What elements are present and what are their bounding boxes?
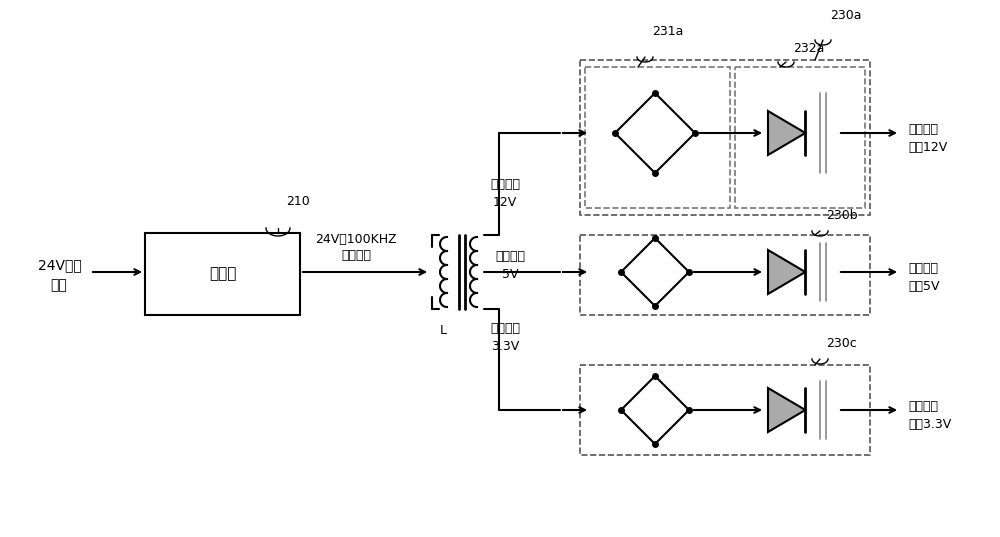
- Text: 5V: 5V: [502, 268, 518, 281]
- Text: 231a: 231a: [652, 25, 683, 38]
- Text: 230c: 230c: [826, 337, 857, 350]
- Text: 电压: 电压: [50, 278, 67, 292]
- Text: 振荡器: 振荡器: [209, 266, 236, 281]
- Polygon shape: [768, 388, 805, 432]
- Bar: [585, 67, 730, 208]
- Text: 电压12V: 电压12V: [908, 141, 947, 154]
- Text: 隔离直流: 隔离直流: [908, 400, 938, 413]
- Text: 12V: 12V: [493, 196, 517, 209]
- Text: L: L: [440, 324, 446, 337]
- Text: 230a: 230a: [830, 9, 862, 22]
- Polygon shape: [768, 111, 805, 155]
- Text: 232a: 232a: [793, 42, 824, 55]
- Text: 交流电压: 交流电压: [341, 249, 371, 262]
- Bar: [145, 233, 300, 315]
- Text: 3.3V: 3.3V: [491, 340, 519, 353]
- Text: 隔离直流: 隔离直流: [908, 262, 938, 275]
- Bar: [735, 67, 865, 208]
- Text: 隔离直流: 隔离直流: [908, 123, 938, 136]
- Text: 交流电压: 交流电压: [495, 250, 525, 263]
- Polygon shape: [768, 250, 805, 294]
- Text: 电压5V: 电压5V: [908, 280, 940, 293]
- Text: 210: 210: [286, 195, 310, 208]
- Text: 230b: 230b: [826, 209, 858, 222]
- Bar: [580, 60, 870, 215]
- Bar: [580, 365, 870, 455]
- Text: 交流电压: 交流电压: [490, 178, 520, 191]
- Text: 24V、100KHZ: 24V、100KHZ: [315, 233, 397, 246]
- Bar: [580, 235, 870, 315]
- Text: 24V直流: 24V直流: [38, 258, 82, 272]
- Text: 交流电压: 交流电压: [490, 322, 520, 335]
- Text: 电压3.3V: 电压3.3V: [908, 418, 951, 431]
